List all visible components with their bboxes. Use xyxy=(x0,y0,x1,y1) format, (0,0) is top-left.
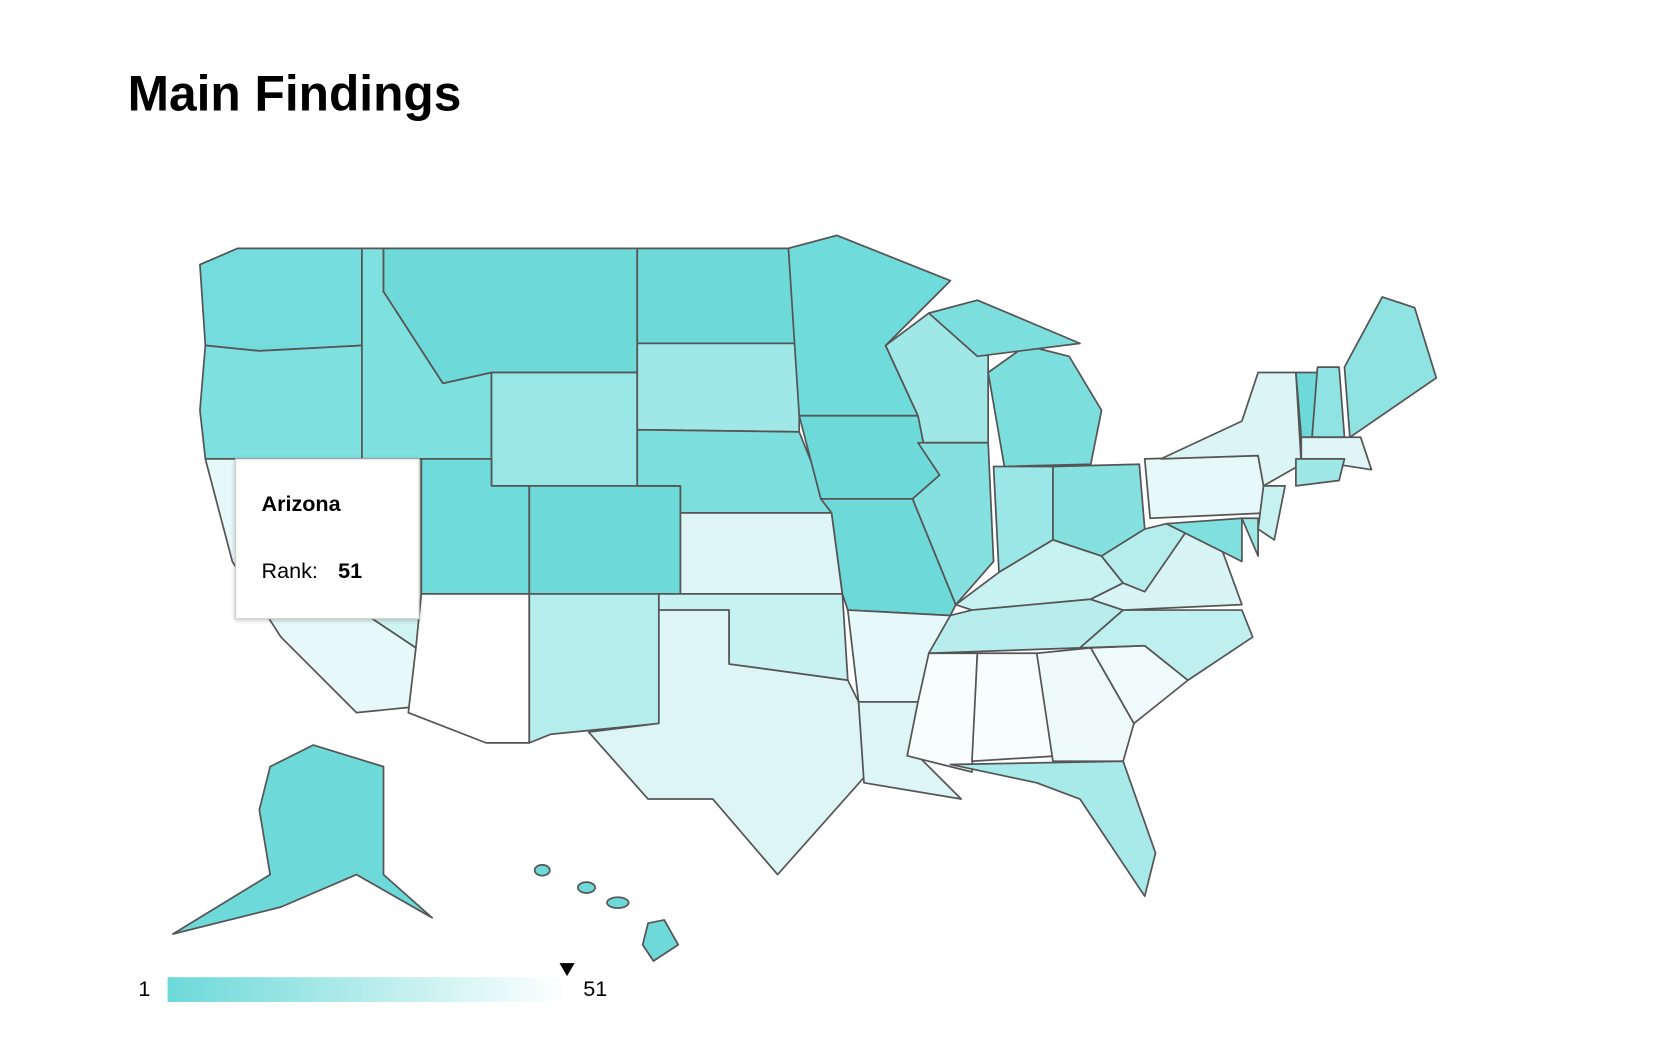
state[interactable] xyxy=(199,344,374,460)
state[interactable] xyxy=(1311,366,1346,439)
state[interactable] xyxy=(1165,517,1243,563)
state[interactable] xyxy=(1035,646,1135,763)
state[interactable] xyxy=(1241,517,1259,557)
state[interactable] xyxy=(407,593,531,744)
state[interactable] xyxy=(987,344,1103,468)
state[interactable] xyxy=(949,760,1157,898)
state[interactable] xyxy=(1343,296,1438,439)
state[interactable] xyxy=(528,485,682,595)
state[interactable] xyxy=(528,593,660,744)
state[interactable] xyxy=(927,299,1081,358)
state[interactable] xyxy=(199,247,363,352)
state[interactable] xyxy=(172,744,433,935)
state[interactable] xyxy=(606,896,630,909)
legend: 1 51 xyxy=(138,963,607,1003)
state[interactable] xyxy=(641,919,680,962)
tooltip: Arizona Rank: 51 xyxy=(235,458,420,620)
state[interactable] xyxy=(1257,485,1286,541)
state[interactable] xyxy=(1160,371,1303,487)
state[interactable] xyxy=(587,609,865,876)
state[interactable] xyxy=(679,512,844,595)
tooltip-state: Arizona xyxy=(261,491,341,516)
state[interactable] xyxy=(636,342,801,433)
tooltip-rank: 51 xyxy=(338,558,362,583)
state[interactable] xyxy=(576,881,596,894)
tooltip-box xyxy=(235,458,420,620)
state[interactable] xyxy=(798,414,941,500)
us-map xyxy=(172,234,1438,962)
legend-max: 51 xyxy=(583,976,607,1001)
state[interactable] xyxy=(636,247,801,345)
legend-marker xyxy=(559,963,575,977)
legend-gradient xyxy=(167,977,568,1003)
page-title: Main Findings xyxy=(128,65,462,121)
state[interactable] xyxy=(533,864,551,877)
state[interactable] xyxy=(906,652,979,773)
state[interactable] xyxy=(1295,458,1346,487)
tooltip-rank-label: Rank: xyxy=(261,558,317,583)
state[interactable] xyxy=(1143,454,1270,520)
state[interactable] xyxy=(490,371,639,487)
legend-min: 1 xyxy=(138,976,150,1001)
